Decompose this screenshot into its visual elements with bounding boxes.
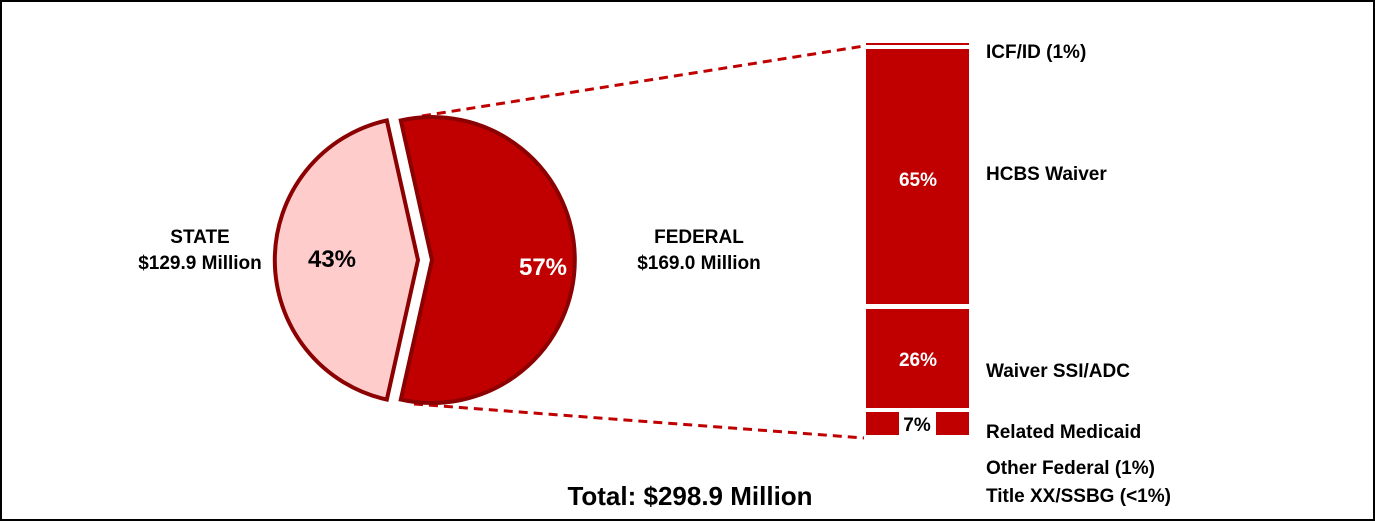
bar-label-other-federal: Other Federal (1%) xyxy=(986,458,1155,479)
slice-state-percent: 43% xyxy=(308,246,356,273)
slice-federal-name: FEDERAL xyxy=(654,227,744,248)
total-label: Total: $298.9 Million xyxy=(567,481,812,511)
slice-federal-amount: $169.0 Million xyxy=(637,253,761,274)
bar-value-waiver-ssi-adc: 26% xyxy=(899,350,937,371)
pie-slice-federal xyxy=(398,115,577,405)
bar-label-waiver-ssi-adc: Waiver SSI/ADC xyxy=(986,361,1130,382)
connector-bottom xyxy=(413,402,865,440)
bar-segment-icf-id xyxy=(866,43,969,45)
slice-federal-percent: 57% xyxy=(519,254,567,281)
bar-segment-related-medicaid-label-bg xyxy=(899,412,936,435)
pie-slice-state xyxy=(272,118,421,402)
bar-label-related-medicaid: Related Medicaid xyxy=(986,422,1141,443)
bar-label-hcbs-waiver: HCBS Waiver xyxy=(986,164,1107,185)
bar-value-hcbs-waiver: 65% xyxy=(899,170,937,191)
bar-segment-hcbs-waiver xyxy=(866,49,969,304)
slice-state-amount: $129.9 Million xyxy=(138,253,262,274)
bar-segment-waiver-ssi-adc xyxy=(866,309,969,408)
bar-label-icf-id: ICF/ID (1%) xyxy=(986,42,1086,63)
slice-state-name: STATE xyxy=(170,227,229,248)
bar-label-title-xx-ssbg: Title XX/SSBG (<1%) xyxy=(986,486,1171,507)
bar-value-related-medicaid: 7% xyxy=(903,415,931,436)
connector-top xyxy=(421,44,865,118)
